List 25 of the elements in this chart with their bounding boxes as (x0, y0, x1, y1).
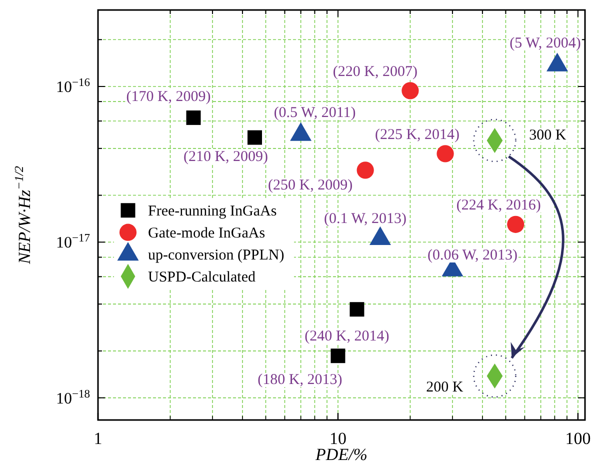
annotation: (5 W, 2004) (510, 35, 581, 52)
annotation: (240 K, 2014) (304, 328, 390, 345)
annotation: 300 K (529, 128, 566, 144)
annotation: 200 K (426, 379, 464, 396)
annotation: (0.06 W, 2013) (427, 247, 518, 264)
y-tick-label: 10$^{−16}$ (56, 77, 90, 96)
legend-label: Gate-mode InGaAs (148, 226, 266, 242)
annotation: (210 K, 2009) (183, 148, 268, 165)
annotation: (220 K, 2007) (332, 64, 418, 80)
annotation: (250 K, 2009) (268, 177, 353, 194)
y-tick-label: 10$^{−17}$ (56, 232, 90, 252)
y-tick-label: 10$^{−18}$ (56, 388, 90, 408)
annotation: (225 K, 2014) (374, 126, 460, 143)
x-axis-title: PDE/% (314, 445, 368, 464)
annotation: (170 K, 2009) (126, 88, 211, 105)
x-tick-label: 10 (329, 429, 346, 448)
annotation: (180 K, 2013) (258, 372, 342, 388)
x-tick-label: 100 (565, 429, 591, 448)
legend-label: Free-running InGaAs (148, 204, 277, 220)
annotation: (0.1 W, 2013) (324, 211, 406, 228)
annotation: (0.5 W, 2011) (274, 104, 356, 121)
legend-label: USPD-Calculated (148, 270, 256, 286)
x-tick-label: 1 (94, 429, 102, 448)
legend-label: up-conversion (PPLN) (148, 248, 284, 264)
annotation: (224 K, 2016) (456, 198, 541, 214)
